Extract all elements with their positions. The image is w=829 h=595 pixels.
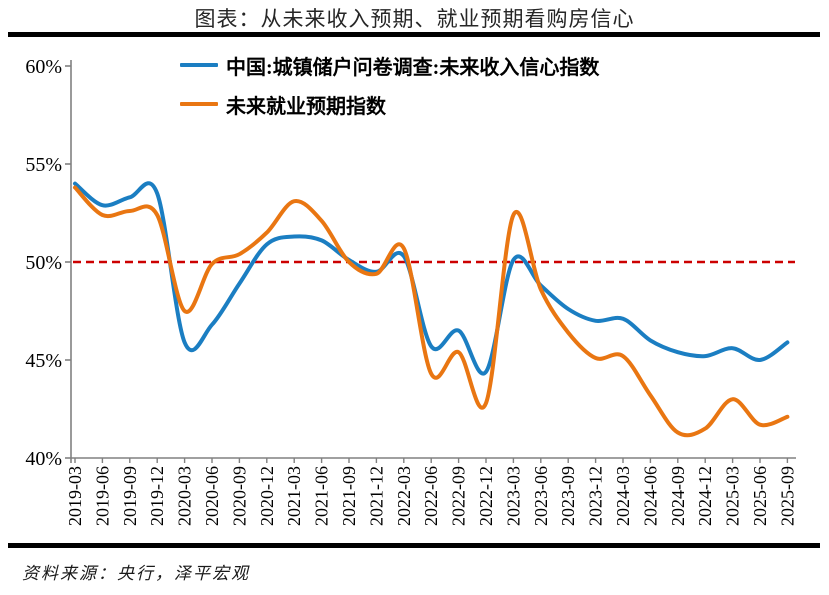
- legend-item-income-confidence: 中国:城镇储户问卷调查:未来收入信心指数: [180, 52, 600, 79]
- x-tick-label: 2022-06: [421, 466, 441, 526]
- x-tick-label: 2023-09: [558, 466, 578, 526]
- x-tick-label: 2024-09: [668, 466, 688, 526]
- chart-title: 图表：从未来收入预期、就业预期看购房信心: [194, 7, 635, 31]
- x-tick-label: 2019-12: [147, 466, 167, 526]
- x-tick-label: 2021-09: [339, 466, 359, 526]
- legend-line-blue-icon: [180, 63, 218, 67]
- y-tick-label: 60%: [25, 56, 62, 78]
- x-tick-label: 2019-09: [120, 466, 140, 526]
- x-tick-label: 2022-09: [449, 466, 469, 526]
- y-tick-label: 50%: [25, 252, 62, 274]
- x-tick-label: 2022-12: [476, 466, 496, 526]
- x-tick-label: 2022-03: [394, 466, 414, 526]
- x-tick-label: 2024-03: [613, 466, 633, 526]
- x-tick-label: 2020-12: [257, 466, 277, 526]
- income-confidence-series-line: [73, 181, 790, 376]
- top-divider: [8, 32, 820, 37]
- source-note: 资料来源：央行，泽平宏观: [22, 564, 250, 583]
- x-tick-label: 2021-03: [284, 466, 304, 526]
- x-tick-label: 2024-06: [640, 466, 660, 526]
- x-tick-label: 2019-06: [92, 466, 112, 526]
- x-tick-label: 2025-03: [723, 466, 743, 526]
- x-tick-label: 2024-12: [695, 466, 715, 526]
- x-tick-label: 2020-09: [229, 466, 249, 526]
- y-tick-label: 40%: [25, 448, 62, 470]
- bottom-divider: [8, 543, 820, 548]
- x-tick-label: 2021-06: [312, 466, 332, 526]
- x-tick-label: 2025-09: [777, 466, 797, 526]
- legend-item-employment-expectation: 未来就业预期指数: [180, 91, 599, 118]
- x-tick-label: 2020-06: [202, 466, 222, 526]
- x-tick-label: 2021-12: [366, 466, 386, 526]
- legend-label-employment-expectation: 未来就业预期指数: [226, 95, 386, 118]
- x-tick-label: 2023-03: [503, 466, 523, 526]
- chart-legend: 中国:城镇储户问卷调查:未来收入信心指数 未来就业预期指数: [180, 52, 599, 130]
- legend-label-income-confidence: 中国:城镇储户问卷调查:未来收入信心指数: [226, 56, 600, 79]
- x-tick-label: 2023-06: [531, 466, 551, 526]
- x-tick-label: 2020-03: [175, 466, 195, 526]
- x-tick-label: 2023-12: [586, 466, 606, 526]
- x-tick-label: 2019-03: [65, 466, 85, 526]
- legend-line-orange-icon: [180, 102, 218, 106]
- employment-expectation-series-line: [73, 185, 790, 438]
- y-tick-label: 45%: [25, 350, 62, 372]
- x-tick-label: 2025-06: [750, 466, 770, 526]
- y-tick-label: 55%: [25, 154, 62, 176]
